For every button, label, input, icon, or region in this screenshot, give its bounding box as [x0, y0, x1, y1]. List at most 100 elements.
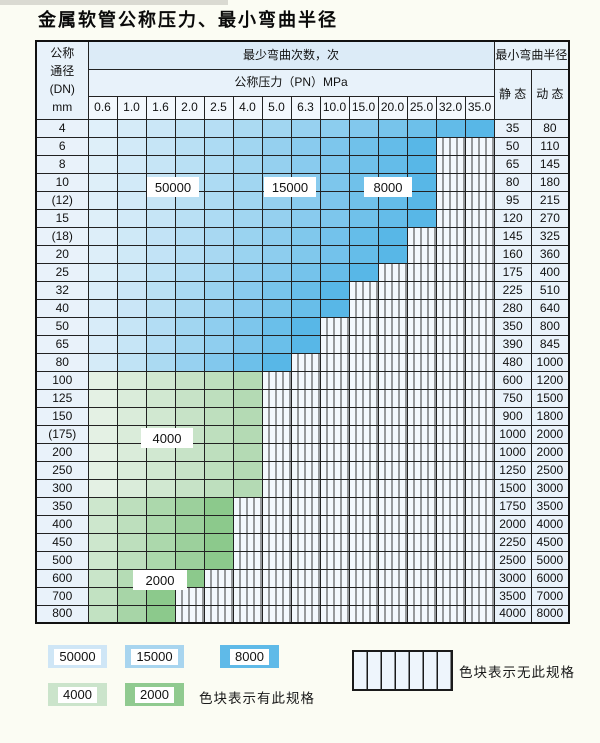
spec-cell — [203, 442, 234, 462]
no-spec-cell — [435, 316, 466, 336]
static-radius-cell: 2000 — [493, 514, 532, 534]
no-spec-cell — [435, 352, 466, 372]
no-spec-cell — [319, 370, 350, 390]
spec-cell — [203, 172, 234, 192]
spec-cell — [174, 280, 205, 300]
spec-cell — [377, 136, 408, 156]
pressure-column-header: 32.0 — [435, 95, 466, 120]
no-spec-cell — [406, 244, 437, 264]
no-spec-cell — [319, 496, 350, 516]
no-spec-cell — [261, 370, 292, 390]
spec-cell — [87, 550, 118, 570]
no-spec-cell — [464, 604, 495, 624]
zone-label-15000: 15000 — [264, 177, 316, 197]
table-row: 600 3000 6000 — [35, 568, 570, 588]
no-spec-cell — [435, 154, 466, 174]
dynamic-radius-cell: 360 — [530, 244, 570, 264]
no-spec-cell — [348, 532, 379, 552]
dn-cell: 200 — [35, 442, 89, 462]
no-spec-cell — [290, 442, 321, 462]
no-spec-cell — [348, 388, 379, 408]
no-spec-cell — [377, 496, 408, 516]
spec-cell — [319, 262, 350, 282]
no-spec-cell — [290, 604, 321, 624]
no-spec-cell — [377, 316, 408, 336]
no-spec-cell — [464, 154, 495, 174]
spec-cell — [145, 316, 176, 336]
dynamic-radius-cell: 8000 — [530, 604, 570, 624]
no-spec-cell — [232, 532, 263, 552]
no-spec-cell — [261, 604, 292, 624]
legend-swatch-8000: 8000 — [220, 645, 279, 668]
no-spec-cell — [348, 460, 379, 480]
spec-cell — [174, 514, 205, 534]
dn-cell: 700 — [35, 586, 89, 606]
no-spec-cell — [435, 244, 466, 264]
spec-cell — [203, 208, 234, 228]
spec-cell — [87, 244, 118, 264]
spec-cell — [203, 154, 234, 174]
no-spec-cell — [435, 388, 466, 408]
dynamic-radius-cell: 110 — [530, 136, 570, 156]
dynamic-radius-cell: 510 — [530, 280, 570, 300]
no-spec-cell — [290, 424, 321, 444]
spec-cell — [203, 316, 234, 336]
dynamic-column-header: 动 态 — [530, 68, 570, 120]
spec-cell — [203, 190, 234, 210]
spec-cell — [116, 244, 147, 264]
no-spec-cell — [406, 226, 437, 246]
static-radius-cell: 750 — [493, 388, 532, 408]
pressure-column-header: 2.0 — [174, 95, 205, 120]
spec-cell — [203, 244, 234, 264]
no-spec-cell — [406, 514, 437, 534]
spec-cell — [203, 478, 234, 498]
spec-cell — [290, 118, 321, 138]
static-radius-cell: 80 — [493, 172, 532, 192]
table-row: 200 1000 2000 — [35, 442, 570, 462]
spec-cell — [290, 280, 321, 300]
dynamic-radius-cell: 7000 — [530, 586, 570, 606]
static-radius-cell: 2500 — [493, 550, 532, 570]
dn-cell: 4 — [35, 118, 89, 138]
spec-cell — [232, 424, 263, 444]
no-spec-cell — [435, 406, 466, 426]
table-row: 700 3500 7000 — [35, 586, 570, 606]
spec-cell — [319, 190, 350, 210]
spec-cell — [435, 118, 466, 138]
table-row: 4 35 80 — [35, 118, 570, 138]
spec-cell — [116, 262, 147, 282]
no-spec-cell — [435, 226, 466, 246]
scan-artifact-strip — [0, 0, 228, 5]
spec-cell — [87, 424, 118, 444]
static-radius-cell: 160 — [493, 244, 532, 264]
spec-cell — [232, 172, 263, 192]
spec-cell — [87, 406, 118, 426]
static-radius-cell: 3500 — [493, 586, 532, 606]
no-spec-cell — [435, 514, 466, 534]
no-spec-cell — [406, 496, 437, 516]
spec-cell — [290, 316, 321, 336]
no-spec-cell — [377, 370, 408, 390]
spec-cell — [174, 334, 205, 354]
dynamic-radius-cell: 215 — [530, 190, 570, 210]
no-spec-cell — [464, 514, 495, 534]
no-spec-cell — [319, 424, 350, 444]
spec-cell — [348, 244, 379, 264]
spec-cell — [145, 262, 176, 282]
spec-cell — [261, 118, 292, 138]
legend-swatch-label: 4000 — [58, 686, 97, 703]
no-spec-cell — [464, 370, 495, 390]
no-spec-cell — [406, 352, 437, 372]
table-row: 450 2250 4500 — [35, 532, 570, 552]
no-spec-cell — [435, 136, 466, 156]
spec-cell — [290, 136, 321, 156]
spec-cell — [145, 496, 176, 516]
spec-cell — [261, 352, 292, 372]
no-spec-cell — [464, 460, 495, 480]
spec-cell — [203, 514, 234, 534]
spec-cell — [116, 586, 147, 606]
dn-cell: (18) — [35, 226, 89, 246]
spec-cell — [174, 208, 205, 228]
pressure-column-header: 20.0 — [377, 95, 408, 120]
dn-cell: 8 — [35, 154, 89, 174]
